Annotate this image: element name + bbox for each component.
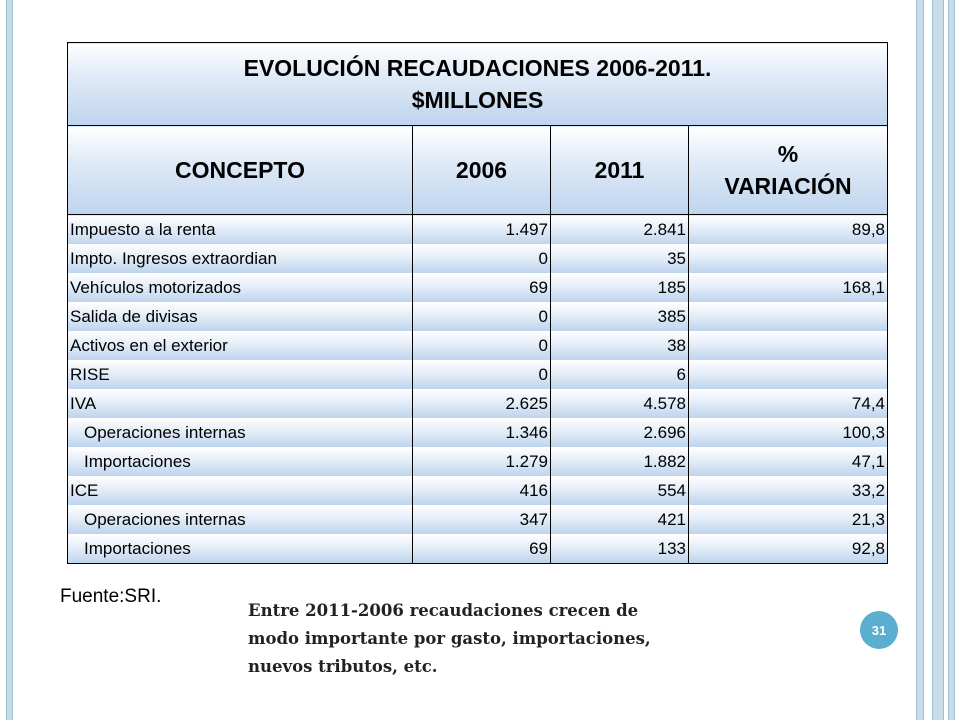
value-2006-cell: 1.279 [412,447,551,476]
variacion-cell: 100,3 [688,418,888,447]
concepto-cell: Impuesto a la renta [67,214,413,244]
table-row: ICE 416 554 33,2 [67,476,888,505]
value-2006-cell: 416 [412,476,551,505]
value-2011-cell: 421 [550,505,689,534]
concepto-cell: Impto. Ingresos extraordian [67,244,413,273]
value-2011-cell: 38 [550,331,689,360]
header-variacion: % VARIACIÓN [688,125,888,215]
value-2011-cell: 4.578 [550,389,689,418]
source-note: Fuente:SRI. [60,586,162,607]
summary-line: modo importante por gasto, importaciones… [248,629,651,648]
value-2006-cell: 69 [412,534,551,564]
value-2011-cell: 133 [550,534,689,564]
concepto-cell: ICE [67,476,413,505]
value-2011-cell: 554 [550,476,689,505]
variacion-cell [688,244,888,273]
table-row: RISE 0 6 [67,360,888,389]
header-variacion-label: VARIACIÓN [724,173,852,199]
header-2011: 2011 [550,125,689,215]
table-row: Importaciones 1.279 1.882 47,1 [67,447,888,476]
value-2006-cell: 0 [412,244,551,273]
table-row: Operaciones internas 1.346 2.696 100,3 [67,418,888,447]
right-frame-line [948,0,955,720]
table-row: Salida de divisas 0 385 [67,302,888,331]
variacion-cell: 33,2 [688,476,888,505]
summary-note: Entre 2011-2006 recaudaciones crecen de … [248,597,808,681]
header-percent: % [777,141,799,167]
concepto-cell: Operaciones internas [67,418,413,447]
table-row: Vehículos motorizados 69 185 168,1 [67,273,888,302]
value-2011-cell: 385 [550,302,689,331]
value-2011-cell: 6 [550,360,689,389]
variacion-cell: 89,8 [688,214,888,244]
concepto-cell: Vehículos motorizados [67,273,413,302]
table-row: Operaciones internas 347 421 21,3 [67,505,888,534]
value-2006-cell: 1.497 [412,214,551,244]
variacion-cell: 168,1 [688,273,888,302]
table-row: Impto. Ingresos extraordian 0 35 [67,244,888,273]
variacion-cell [688,360,888,389]
concepto-cell: Operaciones internas [67,505,413,534]
header-concepto: CONCEPTO [67,125,413,215]
concepto-cell: Importaciones [67,534,413,564]
value-2011-cell: 35 [550,244,689,273]
summary-line: nuevos tributos, etc. [248,657,438,676]
value-2006-cell: 347 [412,505,551,534]
table-row: Impuesto a la renta 1.497 2.841 89,8 [67,214,888,244]
variacion-cell: 92,8 [688,534,888,564]
value-2006-cell: 1.346 [412,418,551,447]
value-2011-cell: 1.882 [550,447,689,476]
concepto-cell: IVA [67,389,413,418]
value-2011-cell: 2.841 [550,214,689,244]
value-2006-cell: 0 [412,302,551,331]
concepto-cell: Activos en el exterior [67,331,413,360]
table-body: Impuesto a la renta 1.497 2.841 89,8 Impto. … [67,214,888,564]
variacion-cell [688,331,888,360]
right-frame-line [916,0,924,720]
left-frame-line [6,0,13,720]
value-2006-cell: 0 [412,360,551,389]
table-row: Activos en el exterior 0 38 [67,331,888,360]
right-frame-line [932,0,944,720]
table-row: Importaciones 69 133 92,8 [67,534,888,564]
value-2006-cell: 69 [412,273,551,302]
variacion-cell: 21,3 [688,505,888,534]
variacion-cell: 47,1 [688,447,888,476]
value-2006-cell: 2.625 [412,389,551,418]
value-2011-cell: 185 [550,273,689,302]
table-title-line2: $MILLONES [411,87,544,113]
summary-line: Entre 2011-2006 recaudaciones crecen de [248,601,639,620]
table-title-line1: EVOLUCIÓN RECAUDACIONES 2006-2011. [243,55,712,81]
table-title: EVOLUCIÓN RECAUDACIONES 2006-2011. $MILL… [67,42,888,126]
page-number-badge: 31 [860,611,898,649]
variacion-cell [688,302,888,331]
concepto-cell: RISE [67,360,413,389]
value-2006-cell: 0 [412,331,551,360]
table-row: IVA 2.625 4.578 74,4 [67,389,888,418]
header-2006: 2006 [412,125,551,215]
concepto-cell: Salida de divisas [67,302,413,331]
concepto-cell: Importaciones [67,447,413,476]
revenue-table: EVOLUCIÓN RECAUDACIONES 2006-2011. $MILL… [67,42,888,564]
value-2011-cell: 2.696 [550,418,689,447]
variacion-cell: 74,4 [688,389,888,418]
